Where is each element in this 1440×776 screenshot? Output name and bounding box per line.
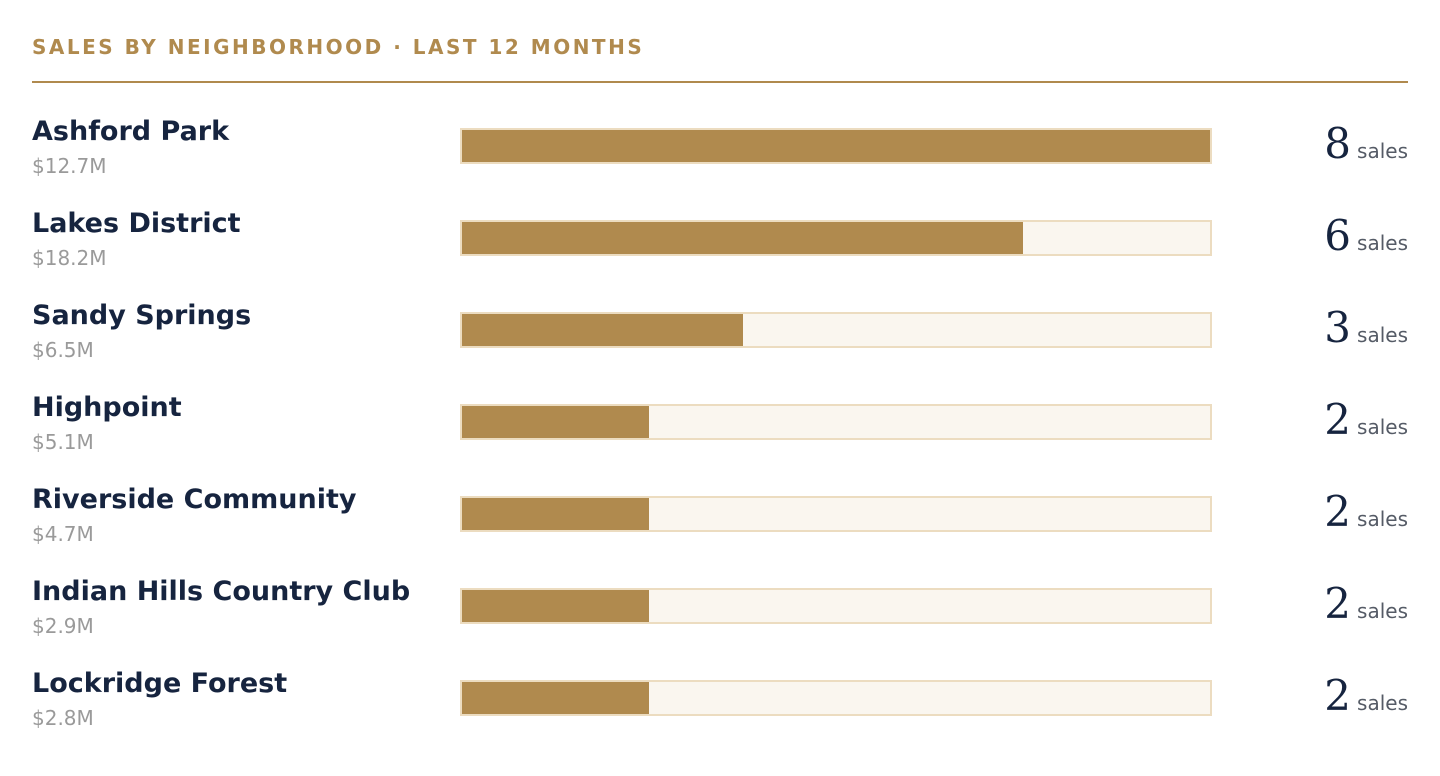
sales-count: 2 sales <box>1324 392 1408 448</box>
bar-track <box>460 680 1212 716</box>
bar-track <box>460 312 1212 348</box>
bar-fill <box>462 222 1023 254</box>
sales-volume: $5.1M <box>32 430 94 454</box>
neighborhood-name: Lakes District <box>32 208 241 239</box>
chart-title: SALES BY NEIGHBORHOOD · LAST 12 MONTHS <box>32 35 645 59</box>
sales-volume: $2.8M <box>32 706 94 730</box>
sales-count-number: 2 <box>1324 487 1352 536</box>
neighborhood-name: Riverside Community <box>32 484 357 515</box>
bar-track <box>460 128 1212 164</box>
sales-volume: $4.7M <box>32 522 94 546</box>
bar-fill <box>462 406 649 438</box>
neighborhood-row: Ashford Park $12.7M 8 sales <box>32 116 1408 208</box>
neighborhood-name: Ashford Park <box>32 116 230 147</box>
sales-volume: $12.7M <box>32 154 107 178</box>
title-divider <box>32 81 1408 83</box>
neighborhood-row: Indian Hills Country Club $2.9M 2 sales <box>32 576 1408 668</box>
bar-fill <box>462 590 649 622</box>
sales-count-unit: sales <box>1357 323 1408 347</box>
sales-volume: $2.9M <box>32 614 94 638</box>
sales-count-number: 3 <box>1324 303 1352 352</box>
neighborhood-name: Highpoint <box>32 392 182 423</box>
sales-count: 3 sales <box>1324 300 1408 356</box>
sales-count-unit: sales <box>1357 599 1408 623</box>
bar-track <box>460 588 1212 624</box>
sales-count-number: 2 <box>1324 579 1352 628</box>
neighborhood-row: Riverside Community $4.7M 2 sales <box>32 484 1408 576</box>
sales-count-unit: sales <box>1357 231 1408 255</box>
sales-count-number: 2 <box>1324 395 1352 444</box>
sales-count-number: 8 <box>1324 119 1352 168</box>
neighborhood-row: Highpoint $5.1M 2 sales <box>32 392 1408 484</box>
bar-fill <box>462 498 649 530</box>
sales-count-unit: sales <box>1357 507 1408 531</box>
neighborhood-name: Sandy Springs <box>32 300 252 331</box>
sales-count: 2 sales <box>1324 668 1408 724</box>
sales-count: 6 sales <box>1324 208 1408 264</box>
bar-fill <box>462 130 1210 162</box>
sales-volume: $6.5M <box>32 338 94 362</box>
sales-count-number: 6 <box>1324 211 1352 260</box>
neighborhood-name: Indian Hills Country Club <box>32 576 411 607</box>
sales-count-unit: sales <box>1357 691 1408 715</box>
sales-count-unit: sales <box>1357 415 1408 439</box>
bar-fill <box>462 682 649 714</box>
neighborhood-rows: Ashford Park $12.7M 8 sales Lakes District $1… <box>32 0 1408 776</box>
sales-volume: $18.2M <box>32 246 107 270</box>
neighborhood-row: Lakes District $18.2M 6 sales <box>32 208 1408 300</box>
sales-by-neighborhood-panel: SALES BY NEIGHBORHOOD · LAST 12 MONTHS A… <box>32 0 1408 776</box>
neighborhood-row: Sandy Springs $6.5M 3 sales <box>32 300 1408 392</box>
neighborhood-row: Lockridge Forest $2.8M 2 sales <box>32 668 1408 760</box>
sales-count: 8 sales <box>1324 116 1408 172</box>
sales-count: 2 sales <box>1324 576 1408 632</box>
bar-track <box>460 496 1212 532</box>
sales-count-number: 2 <box>1324 671 1352 720</box>
bar-track <box>460 404 1212 440</box>
sales-count-unit: sales <box>1357 139 1408 163</box>
neighborhood-name: Lockridge Forest <box>32 668 288 699</box>
bar-track <box>460 220 1212 256</box>
sales-count: 2 sales <box>1324 484 1408 540</box>
bar-fill <box>462 314 743 346</box>
